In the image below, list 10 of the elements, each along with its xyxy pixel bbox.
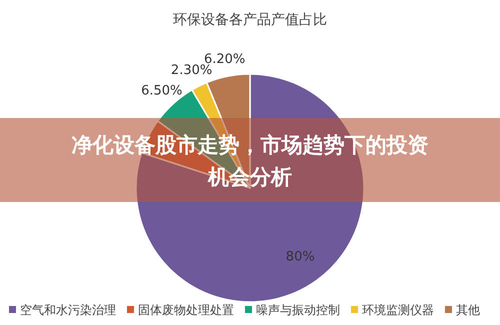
legend-label: 其他 (456, 303, 480, 317)
legend-label: 固体废物处理处置 (138, 303, 234, 317)
chart-title: 环保设备各产品产值占比 (173, 12, 327, 28)
data-label: 80% (286, 250, 315, 265)
legend-label: 环境监测仪器 (362, 303, 434, 317)
text: 净化设备股市走势，市场趋势下的投资机会分析 (72, 133, 428, 189)
legend-label: 空气和水污染治理 (20, 303, 116, 317)
pie-slice (135, 73, 365, 303)
legend-label: 噪声与振动控制 (256, 303, 340, 317)
data-label: 6.50% (141, 84, 182, 99)
